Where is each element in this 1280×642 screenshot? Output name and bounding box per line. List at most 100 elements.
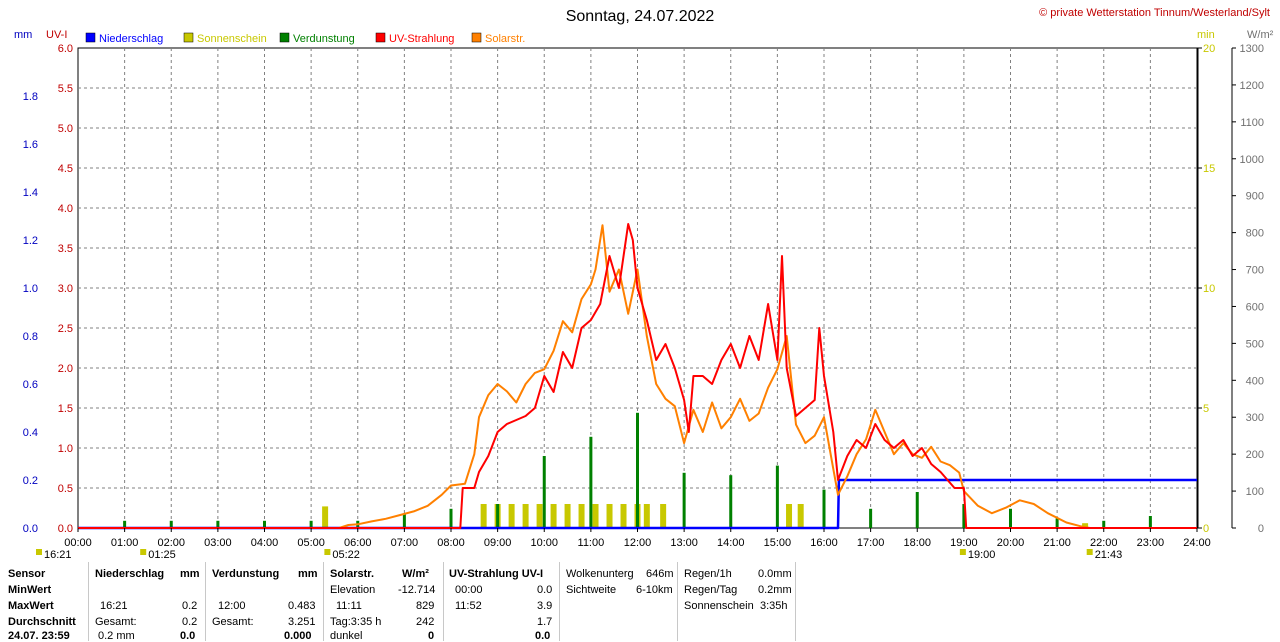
- uv-min-time: 00:00: [455, 584, 483, 596]
- wm2-tick-label: 900: [1246, 191, 1264, 203]
- legend-swatch: [279, 32, 290, 43]
- x-tick-label: 13:00: [670, 537, 698, 549]
- time-marker-label: 01:25: [148, 549, 176, 561]
- mm-axis-label: mm: [14, 29, 32, 41]
- mm-tick-label: 1.8: [23, 91, 38, 103]
- vd-title: Verdunstung: [212, 568, 280, 580]
- row-label-avg: Durchschnitt: [8, 616, 76, 628]
- min-axis-label: min: [1197, 29, 1215, 41]
- sunshine-label: Sonnenschein: [684, 600, 754, 612]
- cloud-base-label: Wolkenunterg: [566, 568, 634, 580]
- rain-day-val: 0.2mm: [758, 584, 792, 596]
- mm-tick-label: 0.6: [23, 379, 38, 391]
- vd-last-val: 0.000: [284, 630, 312, 642]
- bar-verdunstung: [915, 492, 919, 528]
- bar-sonnenschein: [786, 504, 793, 528]
- bar-verdunstung: [309, 520, 313, 528]
- rain-day-label: Regen/Tag: [684, 584, 738, 596]
- bar-verdunstung: [1148, 516, 1152, 528]
- bar-verdunstung: [496, 504, 500, 528]
- mm-tick-label: 0.4: [23, 427, 38, 439]
- wm2-tick-label: 100: [1246, 486, 1264, 498]
- x-tick-label: 23:00: [1137, 537, 1165, 549]
- x-tick-label: 01:00: [111, 537, 139, 549]
- x-tick-label: 00:00: [64, 537, 92, 549]
- x-tick-label: 12:00: [624, 537, 652, 549]
- bar-verdunstung: [402, 513, 406, 528]
- vd-max-val: 0.483: [288, 600, 316, 612]
- legend-swatch: [183, 32, 194, 43]
- wm2-tick-label: 500: [1246, 338, 1264, 350]
- chart-legend: Niederschlag Sonnenschein Verdunstung UV-St…: [85, 32, 525, 45]
- legend-label: Sonnenschein: [197, 33, 267, 45]
- bar-verdunstung: [869, 508, 873, 528]
- min-tick-label: 5: [1203, 403, 1209, 415]
- uv-tick-label: 6.0: [58, 43, 73, 55]
- min-tick-label: 20: [1203, 43, 1215, 55]
- uv-tick-label: 0.5: [58, 483, 73, 495]
- table-divider: [677, 562, 678, 641]
- bar-verdunstung: [962, 504, 966, 528]
- time-marker-label: 16:21: [44, 549, 72, 561]
- visibility-val: 6-10km: [636, 584, 673, 596]
- bar-verdunstung: [123, 520, 127, 528]
- mm-tick-label: 1.4: [23, 187, 38, 199]
- wm2-tick-label: 300: [1246, 412, 1264, 424]
- wm2-tick-label: 1300: [1240, 43, 1264, 55]
- bar-sonnenschein: [536, 504, 543, 528]
- vd-sum-label: Gesamt:: [212, 616, 254, 628]
- wm2-tick-label: 1000: [1240, 154, 1264, 166]
- mm-tick-label: 1.2: [23, 235, 38, 247]
- bar-sonnenschein: [620, 504, 627, 528]
- x-tick-label: 18:00: [903, 537, 931, 549]
- legend-label: UV-Strahlung: [389, 33, 454, 45]
- legend-swatch: [375, 32, 386, 43]
- uv-tick-label: 4.5: [58, 163, 73, 175]
- chart-bars: [123, 412, 1152, 528]
- bar-sonnenschein: [592, 504, 599, 528]
- table-divider: [205, 562, 206, 641]
- mm-tick-label: 0.0: [23, 523, 38, 535]
- bar-sonnenschein: [578, 504, 585, 528]
- wm2-tick-label: 400: [1246, 375, 1264, 387]
- ns-max-val: 0.2: [182, 600, 198, 612]
- x-tick-label: 19:00: [950, 537, 978, 549]
- vd-sum-val: 3.251: [288, 616, 316, 628]
- sol-title: Solarstr.: [330, 568, 375, 580]
- time-marker-icon: [324, 549, 331, 555]
- bar-verdunstung: [169, 520, 173, 528]
- uv-min-val: 0.0: [537, 584, 553, 596]
- series-line-solarstr.: [78, 224, 1197, 529]
- bar-sonnenschein: [550, 504, 557, 528]
- row-label-sensor: Sensor: [8, 568, 46, 580]
- bar-sonnenschein: [606, 504, 613, 528]
- x-tick-label: 07:00: [391, 537, 419, 549]
- time-marker-icon: [959, 549, 966, 555]
- x-tick-label: 20:00: [997, 537, 1025, 549]
- x-tick-label: 16:00: [810, 537, 838, 549]
- bar-verdunstung: [822, 489, 826, 528]
- bar-verdunstung: [775, 465, 779, 528]
- x-tick-label: 04:00: [251, 537, 279, 549]
- uv-tick-label: 2.5: [58, 323, 73, 335]
- ns-unit: mm: [180, 568, 200, 580]
- x-tick-label: 17:00: [857, 537, 885, 549]
- bar-sonnenschein: [322, 506, 329, 528]
- chart-lines: [78, 223, 1197, 530]
- table-divider: [443, 562, 444, 641]
- x-tick-label: 03:00: [204, 537, 232, 549]
- bar-verdunstung: [682, 472, 686, 528]
- uv-tick-label: 1.0: [58, 443, 73, 455]
- row-label-min: MinWert: [8, 584, 52, 596]
- row-label-max: MaxWert: [8, 600, 54, 612]
- station-credit: © private Wetterstation Tinnum/Westerlan…: [1039, 7, 1270, 19]
- x-tick-label: 14:00: [717, 537, 745, 549]
- uv-tick-label: 5.5: [58, 83, 73, 95]
- min-tick-label: 0: [1203, 523, 1209, 535]
- x-tick-label: 08:00: [437, 537, 465, 549]
- uv-tick-label: 4.0: [58, 203, 73, 215]
- weather-chart: Sonntag, 24.07.2022 © private Wetterstat…: [14, 7, 1274, 561]
- visibility-label: Sichtweite: [566, 584, 617, 596]
- sol-day-label: Tag:3:35 h: [330, 616, 382, 628]
- row-label-last: 24.07. 23:59: [8, 630, 70, 642]
